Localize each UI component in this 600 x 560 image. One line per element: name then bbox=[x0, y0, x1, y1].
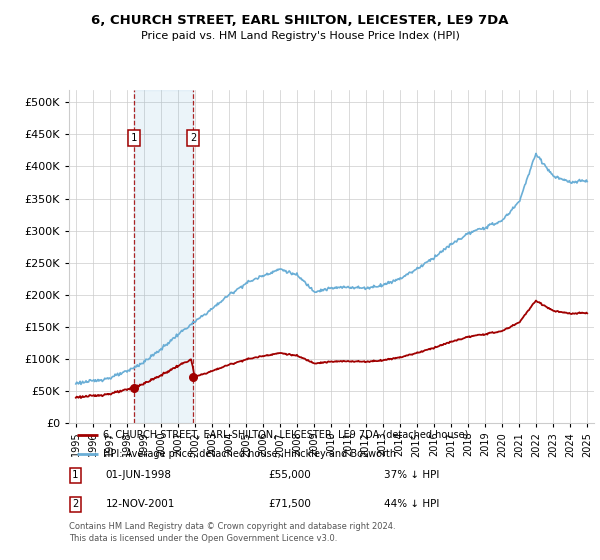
Text: Price paid vs. HM Land Registry's House Price Index (HPI): Price paid vs. HM Land Registry's House … bbox=[140, 31, 460, 41]
Text: £71,500: £71,500 bbox=[269, 500, 311, 509]
Text: 44% ↓ HPI: 44% ↓ HPI bbox=[384, 500, 439, 509]
Text: 1: 1 bbox=[131, 133, 137, 143]
Text: 37% ↓ HPI: 37% ↓ HPI bbox=[384, 470, 439, 480]
Text: 6, CHURCH STREET, EARL SHILTON, LEICESTER, LE9 7DA (detached house): 6, CHURCH STREET, EARL SHILTON, LEICESTE… bbox=[103, 430, 469, 440]
Text: Contains HM Land Registry data © Crown copyright and database right 2024.
This d: Contains HM Land Registry data © Crown c… bbox=[69, 522, 395, 543]
Text: 12-NOV-2001: 12-NOV-2001 bbox=[106, 500, 175, 509]
Text: 6, CHURCH STREET, EARL SHILTON, LEICESTER, LE9 7DA: 6, CHURCH STREET, EARL SHILTON, LEICESTE… bbox=[91, 14, 509, 27]
Bar bbox=[134, 90, 193, 423]
Text: £55,000: £55,000 bbox=[269, 470, 311, 480]
Text: 2: 2 bbox=[190, 133, 196, 143]
Text: HPI: Average price, detached house, Hinckley and Bosworth: HPI: Average price, detached house, Hinc… bbox=[103, 449, 396, 459]
Text: 01-JUN-1998: 01-JUN-1998 bbox=[106, 470, 172, 480]
Text: 1: 1 bbox=[72, 470, 79, 480]
Text: 2: 2 bbox=[72, 500, 79, 509]
